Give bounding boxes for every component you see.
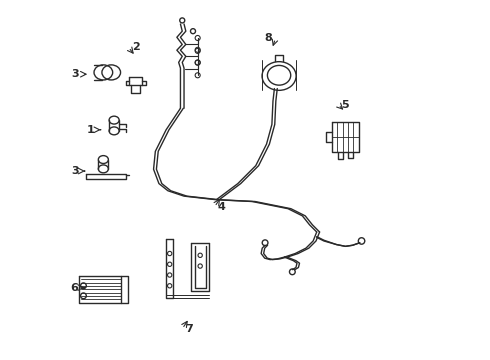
Text: 3: 3 <box>71 69 78 79</box>
Text: 4: 4 <box>218 202 225 212</box>
Text: 8: 8 <box>265 33 272 43</box>
Text: 1: 1 <box>87 125 95 135</box>
Text: 6: 6 <box>71 283 78 293</box>
Text: 7: 7 <box>186 324 193 334</box>
Text: 5: 5 <box>342 100 349 110</box>
Text: 2: 2 <box>132 42 140 52</box>
Text: 3: 3 <box>71 166 78 176</box>
